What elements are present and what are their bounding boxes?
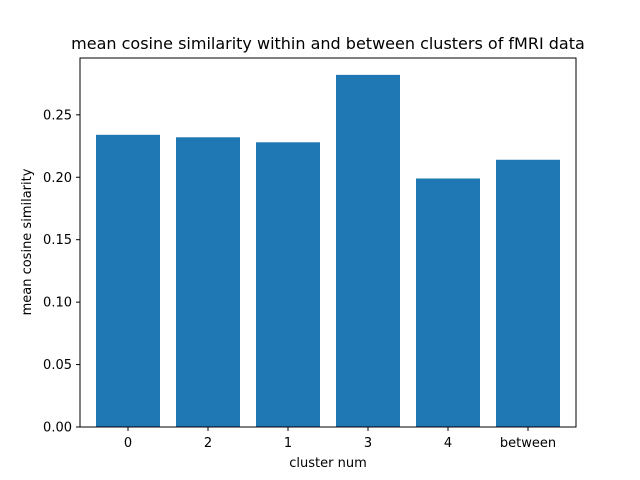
- y-tick-label: 0.15: [43, 233, 72, 248]
- y-axis-label: mean cosine similarity: [20, 168, 35, 315]
- x-tick-label: 4: [444, 436, 452, 451]
- x-tick-label: 2: [204, 436, 212, 451]
- bar-1: [256, 142, 320, 428]
- chart-title: mean cosine similarity within and betwee…: [71, 34, 585, 53]
- bar-4: [416, 178, 480, 427]
- y-tick-label: 0.05: [43, 358, 72, 373]
- x-tick-label: 1: [284, 436, 292, 451]
- y-tick-label: 0.25: [43, 108, 72, 123]
- y-tick-label: 0.10: [43, 296, 72, 311]
- bars-group: [96, 74, 560, 428]
- bar-2: [176, 137, 240, 428]
- x-tick-label: 0: [124, 436, 132, 451]
- y-axis: 0.00 0.05 0.10 0.15 0.20 0.25: [43, 108, 80, 436]
- plot-frame: [79, 57, 577, 428]
- x-tick-label: between: [500, 436, 556, 451]
- bar-between: [496, 159, 560, 427]
- bar-0: [96, 134, 160, 428]
- y-tick-label: 0.00: [43, 421, 72, 436]
- bar-3: [336, 74, 400, 428]
- x-axis: 0 2 1 3 4 between: [124, 427, 556, 451]
- x-tick-label: 3: [364, 436, 372, 451]
- x-axis-label: cluster num: [289, 456, 367, 471]
- y-tick-label: 0.20: [43, 171, 72, 186]
